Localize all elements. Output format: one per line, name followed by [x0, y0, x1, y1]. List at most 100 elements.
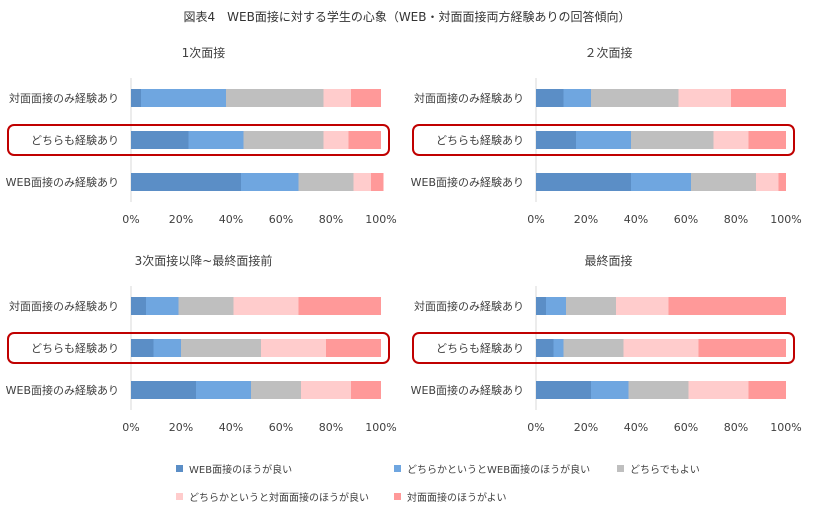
- bar-segment: [563, 89, 591, 107]
- bar-segment: [566, 297, 616, 315]
- x-tick-label: 40%: [624, 421, 648, 434]
- highlight-frame: [7, 332, 390, 364]
- legend-label: WEB面接のほうが良い: [189, 465, 293, 476]
- x-tick-label: 40%: [624, 213, 648, 226]
- legend-swatch: [394, 493, 401, 500]
- chart-title: ２次面接: [584, 46, 633, 60]
- bar-segment: [323, 131, 349, 149]
- x-tick-label: 60%: [269, 213, 293, 226]
- chart-title: 3次面接以降~最終面接前: [134, 254, 273, 268]
- x-tick-label: 20%: [169, 213, 193, 226]
- bar-segment: [563, 339, 624, 357]
- bar-segment: [196, 381, 251, 399]
- bar-segment: [146, 297, 179, 315]
- category-label: どちらも経験あり: [31, 341, 119, 355]
- bar-segment: [348, 131, 381, 149]
- bar-segment: [731, 89, 786, 107]
- category-label: どちらも経験あり: [31, 133, 119, 147]
- legend-swatch: [176, 465, 183, 472]
- bar-segment: [131, 89, 141, 107]
- chart-title: 1次面接: [181, 46, 226, 60]
- bar-segment: [628, 381, 689, 399]
- legend-swatch: [176, 493, 183, 500]
- bar-segment: [243, 131, 324, 149]
- bar-segment: [631, 173, 691, 191]
- legend-swatch: [394, 465, 401, 472]
- legend-item-either: どちらでもよい: [617, 461, 700, 476]
- bar-segment: [748, 131, 786, 149]
- bar-segment: [623, 339, 699, 357]
- bar-segment: [591, 381, 629, 399]
- x-tick-label: 0%: [527, 421, 544, 434]
- bar-segment: [131, 297, 146, 315]
- bar-segment: [536, 339, 554, 357]
- bar-segment: [536, 131, 576, 149]
- bar-segment: [536, 381, 591, 399]
- x-tick-label: 40%: [219, 421, 243, 434]
- bar-segment: [576, 131, 631, 149]
- x-tick-label: 100%: [365, 421, 396, 434]
- legend-label: どちらかというとWEB面接のほうが良い: [407, 465, 591, 476]
- legend-item-somewhat-face-better: どちらかというと対面面接のほうが良い: [176, 489, 369, 504]
- legend-label: 対面面接のほうがよい: [407, 493, 507, 504]
- bar-segment: [688, 381, 749, 399]
- x-tick-label: 80%: [724, 421, 748, 434]
- category-label: どちらも経験あり: [436, 133, 524, 147]
- x-tick-label: 20%: [574, 213, 598, 226]
- legend-item-face-better: 対面面接のほうがよい: [394, 489, 507, 504]
- x-tick-label: 80%: [319, 421, 343, 434]
- bar-segment: [536, 297, 546, 315]
- bar-segment: [678, 89, 731, 107]
- chart-first-interview: 1次面接 対面面接のみ経験あり どちらも経験あり WEB面接のみ経験あり 0% 20% 4…: [0, 44, 407, 264]
- bar-segment: [351, 381, 381, 399]
- legend-swatch: [617, 465, 624, 472]
- legend-label: どちらかというと対面面接のほうが良い: [189, 493, 369, 504]
- highlight-frame: [412, 124, 795, 156]
- bar-segment: [616, 297, 669, 315]
- bar-segment: [233, 297, 299, 315]
- category-label: どちらも経験あり: [436, 341, 524, 355]
- x-tick-label: 60%: [269, 421, 293, 434]
- bar-segment: [698, 339, 786, 357]
- category-label: 対面面接のみ経験あり: [414, 91, 524, 105]
- chart-title: 最終面接: [584, 254, 633, 268]
- category-label: 対面面接のみ経験あり: [9, 299, 119, 313]
- bar-segment: [591, 89, 679, 107]
- category-label: WEB面接のみ経験あり: [6, 383, 119, 397]
- legend-label: どちらでもよい: [630, 465, 700, 476]
- bar-segment: [351, 89, 381, 107]
- bar-segment: [153, 339, 181, 357]
- bar-segment: [691, 173, 756, 191]
- bar-segment: [326, 339, 381, 357]
- bar-segment: [553, 339, 564, 357]
- bar-segment: [748, 381, 786, 399]
- legend-item-web-better: WEB面接のほうが良い: [176, 461, 292, 476]
- bar-segment: [546, 297, 566, 315]
- x-tick-label: 0%: [527, 213, 544, 226]
- category-label: WEB面接のみ経験あり: [6, 175, 119, 189]
- x-tick-label: 60%: [674, 213, 698, 226]
- bar-segment: [188, 131, 244, 149]
- legend-item-somewhat-web-better: どちらかというとWEB面接のほうが良い: [394, 461, 590, 476]
- chart-second-interview: ２次面接 対面面接のみ経験あり どちらも経験あり WEB面接のみ経験あり 0% 20% 4…: [405, 44, 812, 264]
- bar-segment: [631, 131, 714, 149]
- bar-segment: [301, 381, 351, 399]
- bar-segment: [131, 339, 154, 357]
- x-tick-label: 80%: [319, 213, 343, 226]
- bar-segment: [668, 297, 786, 315]
- bar-segment: [778, 173, 786, 191]
- figure-title: 図表4 WEB面接に対する学生の心象（WEB・対面面接両方経験ありの回答傾向）: [183, 10, 631, 24]
- bar-segment: [141, 89, 226, 107]
- x-tick-label: 40%: [219, 213, 243, 226]
- x-tick-label: 100%: [770, 421, 801, 434]
- category-label: WEB面接のみ経験あり: [411, 383, 524, 397]
- bar-segment: [536, 173, 631, 191]
- bar-segment: [241, 173, 299, 191]
- x-tick-label: 100%: [365, 213, 396, 226]
- bar-segment: [131, 381, 196, 399]
- bar-segment: [226, 89, 324, 107]
- bar-segment: [298, 297, 381, 315]
